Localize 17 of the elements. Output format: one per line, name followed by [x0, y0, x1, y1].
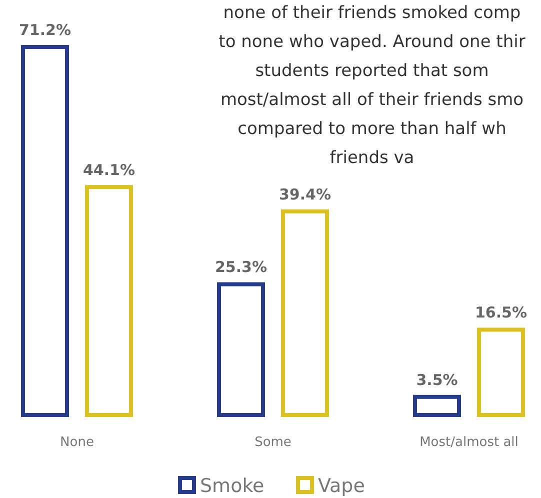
annotation: compared to more than half wh: [238, 119, 506, 139]
data-label: 25.3%: [214, 258, 268, 276]
data-label: 16.5%: [474, 304, 528, 322]
data-label: 39.4%: [278, 185, 332, 204]
legend-label: Vape: [318, 475, 365, 497]
annotation: most/almost all of their friends smo: [220, 90, 524, 110]
x-tick-label: Most/almost all: [420, 435, 518, 450]
annotation: students reported that som: [255, 61, 489, 81]
data-label: 3.5%: [416, 370, 458, 389]
annotation: friends va: [330, 148, 414, 168]
legend-label: Smoke: [200, 475, 264, 497]
data-label: 71.2%: [18, 21, 72, 39]
x-tick-label: Some: [254, 435, 292, 450]
annotation: to none who vaped. Around one thir: [218, 32, 526, 52]
text: none of their friends smoked comp: [223, 3, 521, 23]
x-tick-label: None: [60, 435, 94, 450]
data-label: 44.1%: [82, 161, 136, 180]
